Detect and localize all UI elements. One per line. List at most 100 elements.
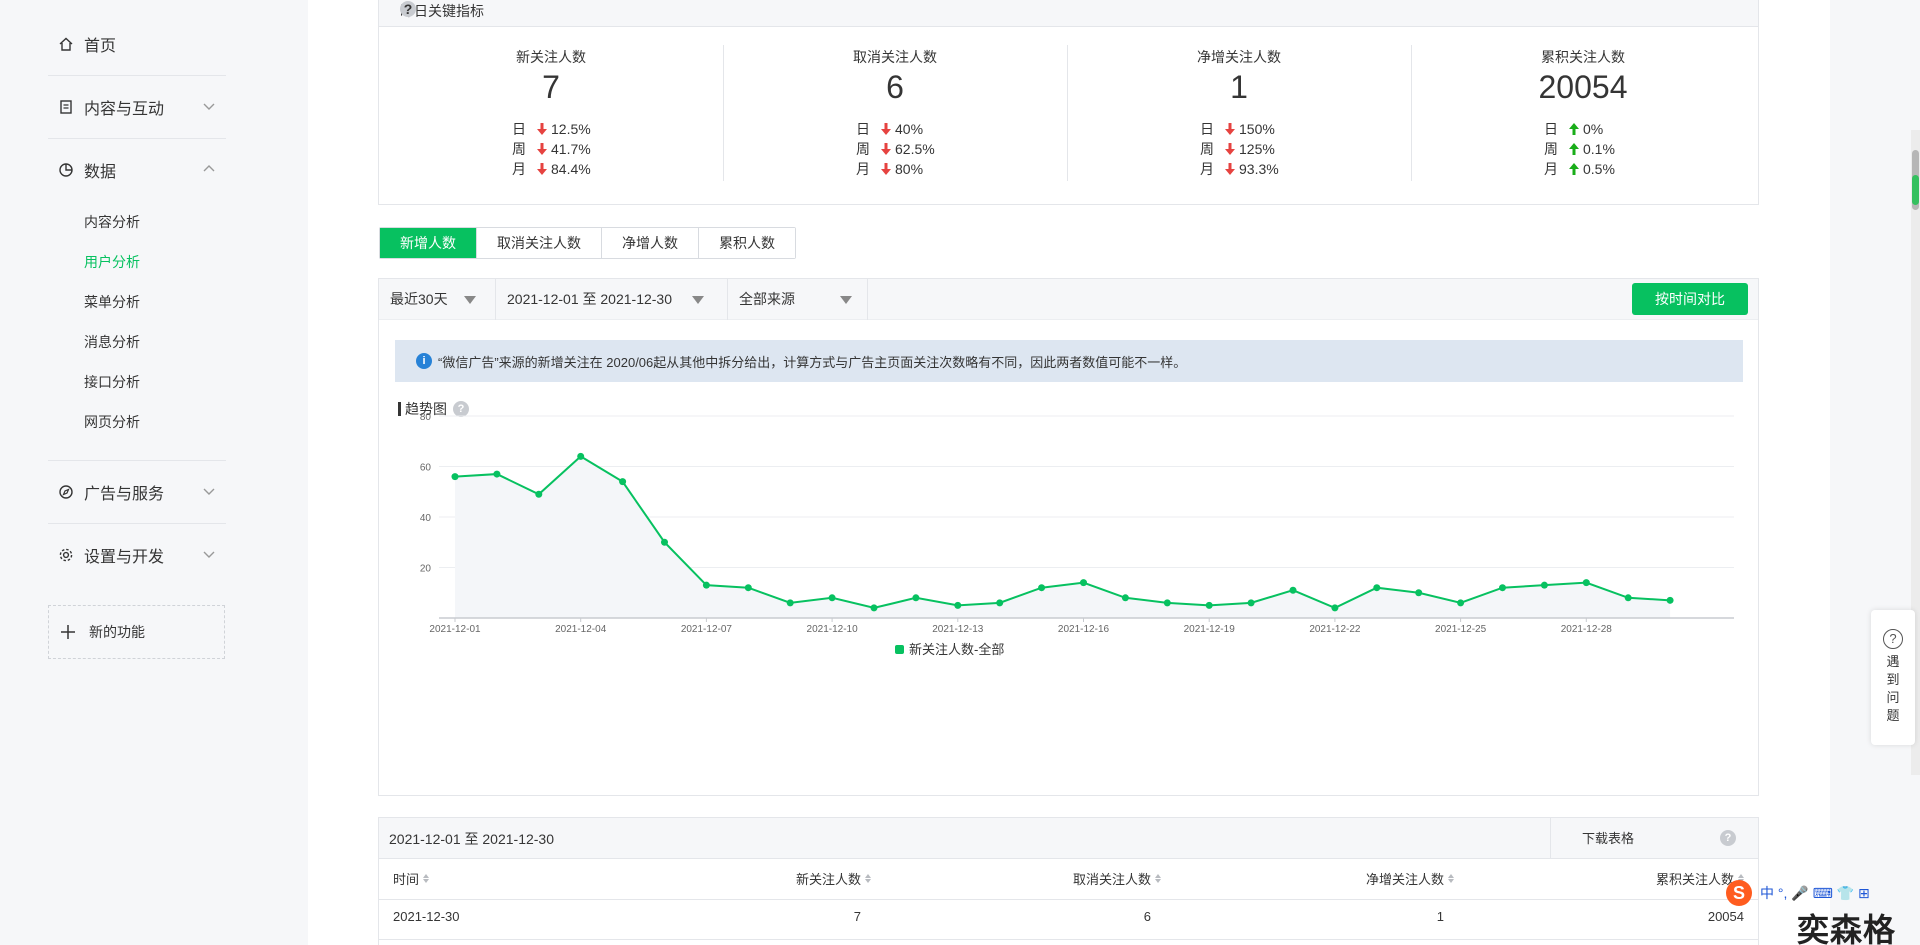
kpi-label: 累积关注人数: [1541, 49, 1625, 65]
data-point: [1205, 601, 1213, 609]
chevron-down-icon: [203, 551, 215, 558]
sidebar-item-api-analysis[interactable]: 接口分析: [84, 374, 140, 390]
x-tick-label: 2021-12-13: [932, 624, 984, 635]
trend-chart: 20 40 60 80 2021-12-01 2021-12-04 2021-12-07 20…: [420, 412, 1734, 657]
compare-by-time-button[interactable]: 按时间对比: [1632, 283, 1748, 315]
kpi-change-row: 日 0%: [1544, 119, 1615, 139]
period-label: 周: [1544, 141, 1558, 157]
kpi-change-row: 日 40%: [856, 119, 935, 139]
sidebar-item-web-analysis[interactable]: 网页分析: [84, 414, 140, 430]
tab-new-users[interactable]: 新增人数: [380, 228, 477, 258]
data-point: [451, 473, 459, 481]
nav-divider: [48, 138, 226, 139]
source-select-value: 全部来源: [739, 291, 795, 307]
help-icon[interactable]: ?: [453, 401, 469, 417]
range-select[interactable]: 最近30天: [379, 279, 496, 320]
kpi-card: 取消关注人数 6 日 40% 周 62.5% 月 80%: [723, 47, 1067, 179]
table-divider: [379, 939, 1758, 940]
gear-icon: [56, 545, 76, 565]
download-table-button[interactable]: 下载表格: [1550, 818, 1634, 859]
data-point: [1121, 594, 1129, 602]
column-header-net[interactable]: 净增关注人数: [1366, 869, 1454, 888]
data-point: [744, 584, 752, 592]
period-label: 日: [512, 121, 526, 137]
arrow-down-icon: [537, 143, 547, 155]
data-point: [1038, 584, 1046, 592]
filter-bar: 最近30天 2021-12-01 至 2021-12-30 全部来源 按时间对比: [379, 279, 1758, 320]
feedback-float-button[interactable]: ? 遇到问题: [1871, 610, 1915, 745]
home-icon: [56, 34, 76, 54]
nav-home[interactable]: 首页: [48, 24, 226, 64]
data-point: [954, 601, 962, 609]
nav-ads[interactable]: 广告与服务: [48, 472, 226, 512]
data-point: [786, 599, 794, 607]
legend-label: 新关注人数-全部: [909, 642, 1004, 657]
column-header-unfollow[interactable]: 取消关注人数: [1073, 869, 1161, 888]
nav-content-interact-label: 内容与互动: [84, 101, 165, 118]
x-tick-label: 2021-12-22: [1309, 624, 1361, 635]
x-tick-label: 2021-12-04: [555, 624, 607, 635]
chevron-up-icon: [203, 165, 215, 172]
nav-data[interactable]: 数据: [48, 150, 226, 190]
download-label: 下载表格: [1581, 831, 1634, 846]
tab-unfollow[interactable]: 取消关注人数: [477, 228, 602, 258]
tab-cumulative[interactable]: 累积人数: [699, 228, 795, 258]
sort-icon: [1448, 874, 1454, 883]
arrow-down-icon: [537, 163, 547, 175]
column-header-new[interactable]: 新关注人数: [796, 869, 871, 888]
source-select[interactable]: 全部来源: [728, 279, 868, 320]
sidebar: 首页 内容与互动 数据 内容分析 用户分析 菜单分析 消息分析 接口分析 网页分…: [0, 0, 308, 945]
column-header-label: 取消关注人数: [1072, 872, 1151, 887]
sidebar-item-message-analysis[interactable]: 消息分析: [84, 334, 140, 350]
date-range-select[interactable]: 2021-12-01 至 2021-12-30: [496, 279, 728, 320]
scrollbar-track[interactable]: [1911, 130, 1920, 775]
kpi-change-row: 周 0.1%: [1544, 139, 1615, 159]
table-cell-cumulative: 20054: [1707, 909, 1744, 924]
kpi-change-value: 150%: [1239, 121, 1275, 137]
data-point: [619, 478, 627, 486]
period-label: 日: [856, 121, 870, 137]
kpi-label: 取消关注人数: [853, 49, 937, 65]
arrow-down-icon: [1225, 143, 1235, 155]
data-point: [577, 452, 585, 460]
kpi-divider: [1067, 45, 1068, 181]
kpi-value: 1: [1230, 69, 1248, 105]
legend-swatch: [895, 645, 904, 654]
tab-net-growth[interactable]: 净增人数: [602, 228, 699, 258]
data-point: [1373, 584, 1381, 592]
kpi-value: 7: [542, 69, 560, 105]
kpi-card: 净增关注人数 1 日 150% 周 125% 月 93.3%: [1067, 47, 1411, 179]
data-point: [1080, 579, 1087, 587]
data-point: [702, 581, 710, 589]
help-icon[interactable]: ?: [400, 1, 416, 17]
plus-icon: [61, 625, 75, 639]
table-cell-date: 2021-12-30: [393, 909, 460, 924]
nav-content-interact[interactable]: 内容与互动: [48, 87, 226, 127]
kpi-change-value: 80%: [895, 161, 924, 177]
nav-settings[interactable]: 设置与开发: [48, 535, 226, 575]
help-icon[interactable]: ?: [1720, 830, 1736, 846]
period-label: 周: [512, 141, 526, 157]
data-table: 2021-12-01 至 2021-12-30 下载表格 ? 时间 新关注人数 …: [378, 817, 1759, 945]
data-point: [535, 490, 543, 498]
sidebar-item-menu-analysis[interactable]: 菜单分析: [84, 294, 140, 310]
nav-ads-label: 广告与服务: [84, 486, 165, 503]
title-accent-bar: [398, 402, 401, 416]
x-tick-label: 2021-12-07: [681, 624, 733, 635]
arrow-up-icon: [1569, 163, 1579, 175]
data-point: [1415, 589, 1423, 597]
ime-toolbar[interactable]: S 中 °, 🎤 ⌨ 👕 ⊞: [1726, 878, 1920, 908]
ime-status: 中 °, 🎤 ⌨ 👕 ⊞: [1760, 885, 1870, 901]
column-header-label: 新关注人数: [795, 872, 861, 887]
sidebar-item-content-analysis[interactable]: 内容分析: [84, 214, 140, 230]
period-label: 周: [1200, 141, 1214, 157]
column-header-time[interactable]: 时间: [393, 869, 430, 888]
date-range-value: 2021-12-01 至 2021-12-30: [507, 291, 673, 307]
x-tick-label: 2021-12-28: [1561, 624, 1613, 635]
pie-chart-icon: [56, 160, 76, 180]
new-function-button[interactable]: 新的功能: [48, 605, 225, 659]
kpi-change-value: 12.5%: [551, 121, 591, 137]
nav-divider: [48, 75, 226, 76]
compass-icon: [56, 482, 76, 502]
sidebar-item-user-analysis[interactable]: 用户分析: [84, 254, 140, 270]
